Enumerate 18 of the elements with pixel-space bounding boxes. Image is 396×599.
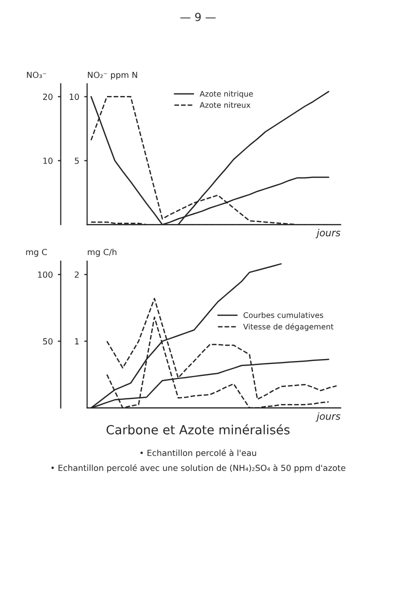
y-tick-label: 10 (43, 158, 53, 164)
text: — 9 — (180, 12, 216, 22)
y2-axis-title: mg C/h (88, 248, 116, 257)
y2-tick-label: 10 (70, 94, 79, 100)
y2-axis-title: NO₂⁻ ppm N (88, 72, 138, 80)
y2-tick-label: 5 (74, 158, 79, 164)
y-axis-title: mg C (26, 248, 47, 257)
y-tick-label: 20 (43, 94, 53, 100)
y-axis-title: NO₃⁻ (26, 72, 46, 78)
y2-tick-label: 1 (75, 338, 79, 344)
y-tick-label: 50 (43, 338, 53, 344)
y-tick-label: 100 (38, 271, 53, 278)
x-axis-title: jours (316, 412, 340, 422)
text: • Echantillon percolé avec une solution de (NH₄)₂SO₄ à 50 ppm d'azote (51, 464, 346, 473)
x-axis-title: jours (316, 228, 340, 238)
text: • Echantillon percolé à l'eau (140, 449, 256, 458)
y2-tick-label: 2 (74, 271, 79, 278)
text: Carbone et Azote minéralisés (106, 424, 290, 434)
